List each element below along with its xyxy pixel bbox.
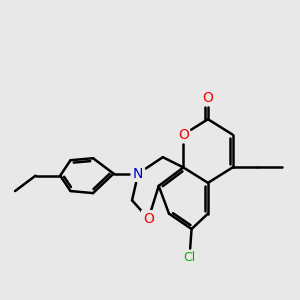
- Text: Cl: Cl: [183, 251, 196, 264]
- Text: O: O: [178, 128, 189, 142]
- Text: N: N: [133, 167, 143, 181]
- Text: O: O: [143, 212, 154, 226]
- Text: O: O: [202, 91, 213, 105]
